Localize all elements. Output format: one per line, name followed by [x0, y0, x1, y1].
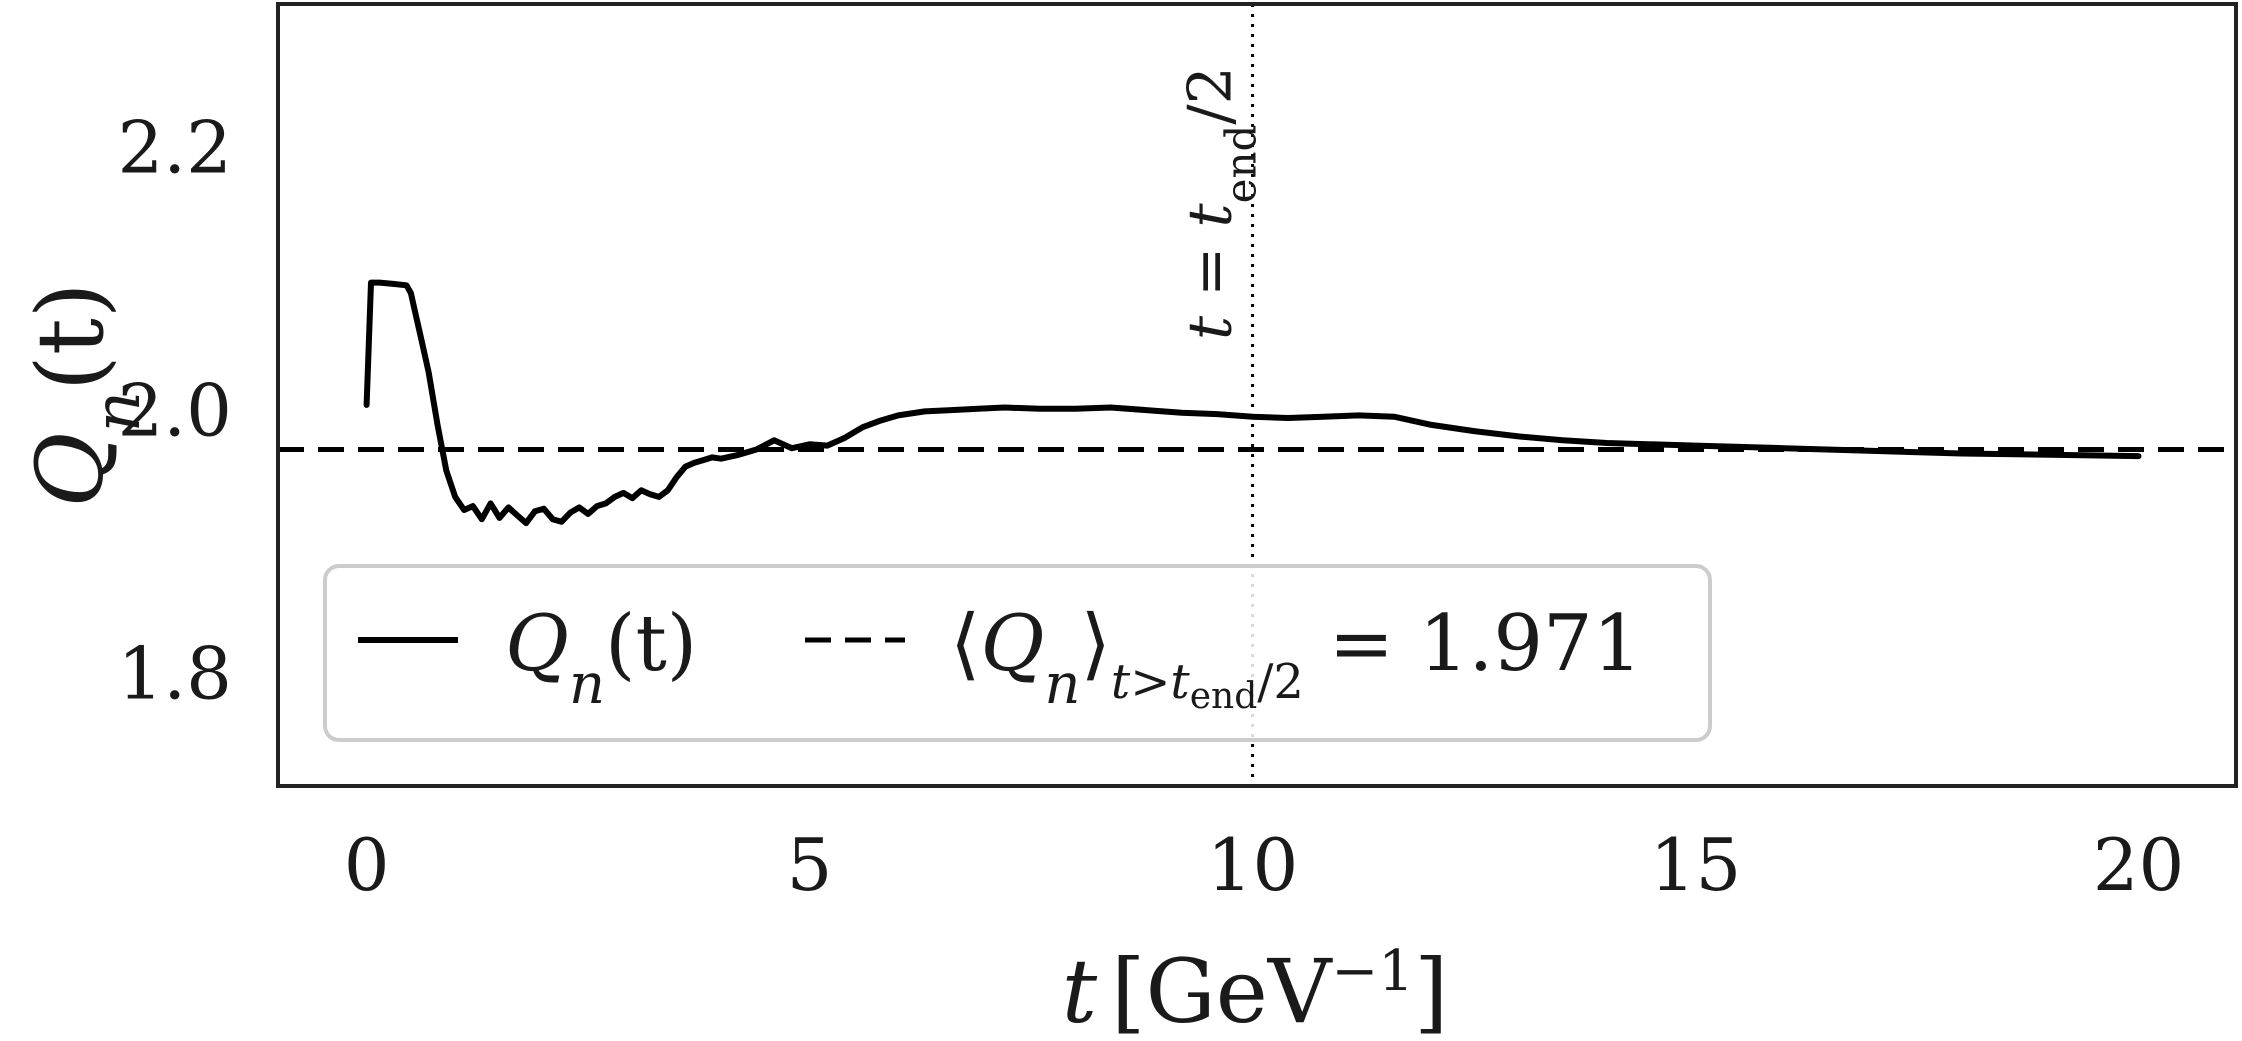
legend: Qn(t) ⟨Qn⟩t>tend/2 = 1.971 [323, 564, 1712, 742]
y-axis-ticks: 1.8 2.0 2.2 [117, 106, 232, 716]
legend-entry-qn: Qn(t) [505, 599, 697, 717]
x-tick-label: 10 [1207, 823, 1299, 907]
y-tick-label: 1.8 [117, 631, 232, 715]
plot-frame [276, 2, 2238, 788]
legend-entry-mean: ⟨Qn⟩t>tend/2 = 1.971 [950, 599, 1642, 717]
y-tick-label: 2.2 [117, 106, 232, 190]
x-tick-label: 0 [344, 823, 390, 907]
x-axis-label: t [GeV−1] [1062, 939, 1449, 1041]
x-tick-label: 5 [787, 823, 833, 907]
x-axis-ticks: 0 5 10 15 20 [344, 823, 2185, 907]
x-tick-label: 15 [1650, 823, 1742, 907]
legend-box [323, 564, 1712, 742]
qn-series-line [363, 279, 2142, 527]
y-axis-label: Qn(t) [17, 282, 155, 507]
y-tick-label: 2.0 [117, 368, 232, 452]
x-tick-label: 20 [2093, 823, 2185, 907]
half-time-annotation: t = tend/2 [1176, 66, 1266, 340]
